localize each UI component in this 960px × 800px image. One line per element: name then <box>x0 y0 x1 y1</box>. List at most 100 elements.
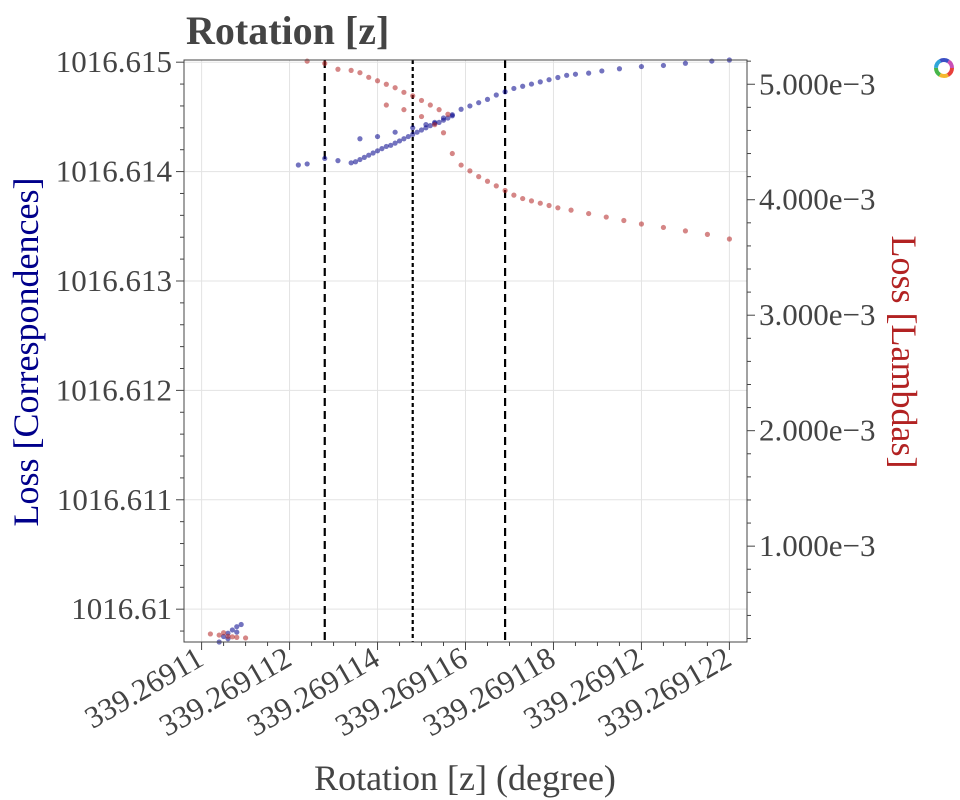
correspondence-loss-point <box>396 138 403 144</box>
lambda-loss-point <box>603 214 609 220</box>
lambda-loss-point <box>383 102 389 108</box>
lambda-loss-point <box>449 150 455 157</box>
correspondence-loss-point <box>546 77 552 83</box>
y-left-tick-label: 1016.611 <box>57 482 172 517</box>
correspondence-loss-point <box>348 160 354 166</box>
lambda-loss-point <box>418 113 425 120</box>
correspondence-loss-point <box>392 140 398 146</box>
y-right-tick-label: 1.000e−3 <box>759 528 876 563</box>
correspondence-loss-point <box>449 112 455 118</box>
correspondence-loss-point <box>638 63 645 70</box>
points-layer <box>207 57 733 645</box>
lambda-loss-point <box>568 207 574 213</box>
correspondence-loss-point <box>682 60 689 66</box>
lambda-loss-point <box>621 217 627 224</box>
lambda-loss-point <box>366 74 372 80</box>
lambda-loss-point <box>436 107 442 113</box>
correspondence-loss-point <box>564 72 570 78</box>
correspondence-loss-point <box>229 627 235 633</box>
correspondence-loss-point <box>401 136 407 142</box>
y-left-tick-label: 1016.61 <box>71 591 172 626</box>
correspondence-loss-point <box>357 156 363 163</box>
correspondence-loss-point <box>234 624 240 630</box>
correspondence-loss-point <box>410 131 416 137</box>
lambda-loss-point <box>225 633 231 639</box>
lambda-loss-point <box>511 192 517 198</box>
correspondence-loss-point <box>304 161 310 167</box>
y-right-tick-label: 2.000e−3 <box>759 413 876 448</box>
correspondence-loss-point <box>234 629 240 635</box>
correspondence-loss-point <box>572 71 579 77</box>
lambda-loss-point <box>467 168 473 174</box>
lambda-loss-point <box>234 634 240 640</box>
lambda-loss-point <box>374 78 381 84</box>
lambda-loss-point <box>418 97 425 104</box>
correspondence-loss-point <box>709 58 715 64</box>
y-right-tick-label: 3.000e−3 <box>759 297 876 332</box>
lambda-loss-point <box>216 632 222 638</box>
y-left-tick-label: 1016.614 <box>56 154 173 189</box>
correspondence-loss-point <box>476 100 482 106</box>
lambda-loss-point <box>392 85 398 91</box>
lambda-loss-point <box>322 60 328 67</box>
y-right-tick-label: 4.000e−3 <box>759 182 876 217</box>
correspondence-loss-point <box>352 159 359 165</box>
lambda-loss-point <box>528 198 535 204</box>
lambda-loss-point <box>383 81 389 87</box>
correspondence-loss-point <box>370 150 376 156</box>
correspondence-loss-point <box>322 155 328 162</box>
correspondence-loss-point <box>528 81 535 87</box>
correspondence-loss-point <box>537 79 543 85</box>
correspondence-loss-point <box>374 133 381 140</box>
lambda-loss-point <box>502 187 508 194</box>
y-left-tick-label: 1016.615 <box>56 44 172 79</box>
lambda-loss-point <box>242 635 249 641</box>
correspondence-loss-point <box>493 92 499 98</box>
lambda-loss-point <box>638 221 645 227</box>
lambda-loss-point <box>357 70 363 76</box>
correspondence-loss-point <box>392 129 398 135</box>
y-left-tick-layer: 1016.61 1016.611 1016.612 1016.613 1016.614 1… <box>56 44 184 632</box>
lambda-loss-point <box>401 89 407 95</box>
correspondence-loss-point <box>357 136 363 142</box>
lambda-loss-point <box>229 634 235 640</box>
lambda-loss-point <box>427 102 433 108</box>
correspondence-loss-point <box>660 62 667 69</box>
lambda-loss-point <box>555 205 561 211</box>
correspondence-loss-point <box>388 142 394 148</box>
correspondence-loss-point <box>423 121 429 128</box>
lambda-loss-point <box>493 183 499 189</box>
color-wheel-icon[interactable] <box>934 58 954 78</box>
x-tick-layer: 339.26911339.269112339.269114339.2691163… <box>78 640 736 744</box>
lambda-loss-point <box>546 202 552 209</box>
correspondence-loss-point <box>361 154 367 160</box>
correspondence-loss-point <box>418 127 425 133</box>
correspondence-loss-point <box>410 125 416 131</box>
correspondence-loss-point <box>511 85 517 92</box>
correspondence-loss-point <box>366 152 372 158</box>
lambda-loss-point <box>445 111 451 117</box>
lambda-loss-point <box>335 66 341 72</box>
lambda-loss-point <box>476 174 482 180</box>
lambda-loss-point <box>348 67 354 73</box>
correspondence-loss-point <box>379 146 385 152</box>
correspondence-loss-point <box>405 133 411 140</box>
lambda-loss-point <box>586 210 592 217</box>
lambda-loss-point <box>704 231 711 237</box>
lambda-loss-point <box>458 162 464 168</box>
lambda-loss-point <box>410 93 416 99</box>
correspondence-loss-point <box>220 633 227 640</box>
lambda-loss-point <box>304 58 310 64</box>
correspondence-loss-point <box>295 162 301 168</box>
correspondence-loss-point <box>427 123 433 129</box>
correspondence-loss-point <box>238 621 244 628</box>
y-right-tick-layer: 1.000e−3 2.000e−3 3.000e−3 4.000e−3 5.000e−3 <box>747 60 876 640</box>
correspondence-loss-point <box>383 143 389 150</box>
correspondence-loss-point <box>436 119 442 125</box>
correspondence-loss-point <box>414 129 420 135</box>
y-left-axis-label: Loss [Correspondences] <box>6 178 46 527</box>
lambda-loss-point <box>660 224 667 231</box>
lambda-loss-point <box>207 631 213 637</box>
correspondence-loss-point <box>555 74 561 81</box>
